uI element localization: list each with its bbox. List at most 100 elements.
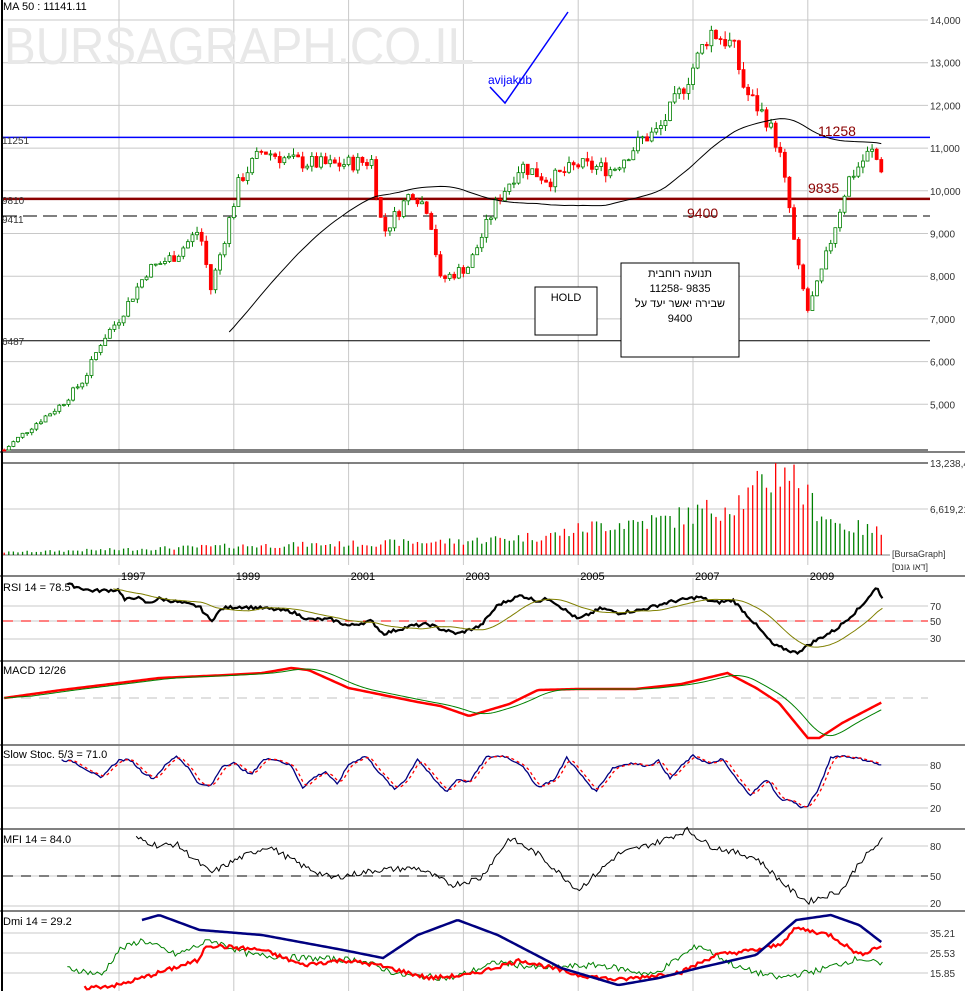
price-tick: 8,000 [930,272,955,283]
candle-body [360,156,365,163]
candle-body [732,39,737,42]
candle-body [544,179,548,183]
candle-body [222,243,227,256]
plus-di-line [83,926,882,991]
candle-body [415,198,420,205]
candle-body [52,410,57,415]
candle-body [507,183,512,192]
stoch-d-line [68,755,882,808]
price-tick: 7,000 [930,315,955,326]
candle-body [677,88,682,95]
candle-body [727,39,732,47]
candle-body [107,329,112,339]
candle-body [663,120,668,127]
candle-body [163,261,167,264]
year-tick: 2001 [351,571,375,583]
candle-body [135,286,140,300]
candle-body [406,194,411,202]
note-line-1: תנועה רוחבית [648,268,712,280]
macd-label: MACD 12/26 [3,665,66,677]
candle-body [48,413,53,417]
rsi-tick-30: 30 [930,634,942,645]
candle-body [626,159,631,162]
mfi-tick-50: 50 [930,872,942,883]
candle-body [470,254,475,268]
candle-body [383,216,388,232]
candle-body [6,446,11,451]
candle-body [291,154,296,157]
candle-body [792,207,796,240]
candle-body [686,84,691,94]
candle-body [167,255,172,262]
price-tick: 12,000 [930,101,961,112]
candle-body [714,29,718,40]
candle-body [250,158,255,174]
mfi-line [135,826,883,906]
candle-body [287,155,291,159]
mfi-tick-20: 20 [930,899,942,910]
candle-body [103,337,108,346]
candle-body [231,206,236,219]
note-line-4: 9400 [668,313,692,325]
candle-body [392,211,397,229]
candle-body [539,176,544,181]
candle-body [208,264,213,291]
candle-body [11,441,16,447]
mfi-tick-80: 80 [930,842,942,853]
price-tick: 11,000 [930,144,960,155]
candle-body [323,156,328,165]
candle-body [810,295,815,311]
candle-body [433,229,438,256]
candle-body [571,162,576,166]
candle-body [466,266,470,274]
candle-body [236,177,241,207]
candle-body [39,421,43,425]
candle-body [144,276,149,281]
candle-body [245,172,250,181]
candle-body [645,136,649,142]
level-lines [3,136,930,342]
candle-body [351,156,356,171]
candle-body [489,217,493,220]
candle-body [805,288,810,311]
year-tick: 2007 [695,571,719,583]
marks [2,25,890,991]
candle-body [521,163,525,174]
candle-body [759,109,764,112]
candle-body [420,201,424,205]
candle-body [337,162,342,167]
candle-body [241,177,245,181]
stoch-tick-20: 20 [930,804,942,815]
candle-body [512,182,516,185]
candle-body [493,198,498,219]
candle-body [576,164,581,168]
candle-body [870,148,874,152]
candle-body [264,151,268,155]
stoch-label: Slow Stoc. 5/3 = 71.0 [3,749,107,761]
candle-body [365,162,369,166]
candle-body [750,94,755,97]
candle-body [530,168,535,175]
candle-body [300,156,305,169]
candle-body [681,88,686,94]
candle-body [700,44,705,54]
candle-body [43,415,48,423]
candle-body [213,269,218,291]
candle-body [61,404,66,406]
candle-body [608,169,613,177]
volume-source-2: [דאו גונס] [892,562,928,572]
volume-source: [BursaGraph] [892,549,946,559]
candle-body [254,150,259,159]
note-box [620,262,740,358]
candle-body [479,236,484,249]
candle-body [158,263,163,265]
candle-body [424,201,429,214]
left-label-blue: 11251 [2,136,30,147]
candle-body [709,29,714,47]
candle-body [764,109,769,128]
candle-body [130,298,135,302]
candle-body [181,247,186,257]
candle-body [190,234,195,243]
candle-body [176,255,181,262]
